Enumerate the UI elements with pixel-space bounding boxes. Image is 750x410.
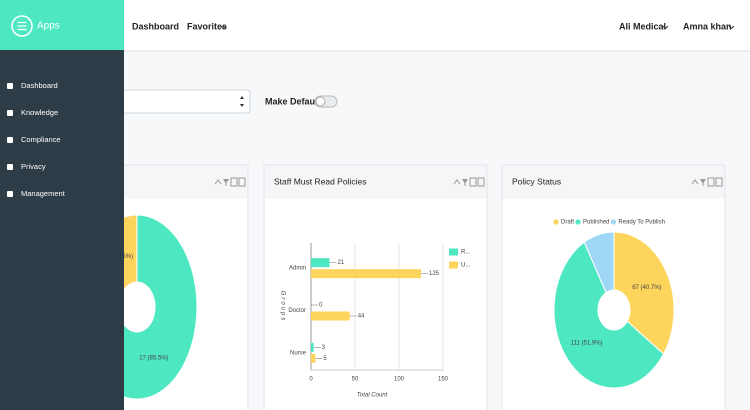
legend-label: R... — [461, 250, 471, 256]
legend-swatch — [553, 219, 559, 225]
legend-swatch — [449, 248, 458, 256]
chevron — [220, 25, 227, 30]
panel-header — [502, 165, 725, 199]
filter-icon[interactable] — [223, 179, 229, 186]
x-axis-title: Total Count — [357, 393, 388, 399]
menu-item[interactable]: Knowledge — [21, 108, 58, 117]
x-tick-label: 100 — [394, 377, 405, 383]
y-tick-label: Admin — [289, 266, 306, 272]
x-tick-label: 150 — [438, 377, 449, 383]
chevron — [662, 25, 669, 30]
menu-icon — [7, 191, 13, 197]
menu-item[interactable]: Compliance — [21, 135, 61, 144]
bar-label: 125 — [429, 271, 440, 277]
legend-swatch — [575, 219, 581, 225]
legend-swatch — [449, 261, 458, 269]
bar-label: 3 — [322, 345, 326, 351]
panel-title: Policy Status — [512, 176, 561, 186]
filter-icon[interactable] — [700, 179, 706, 186]
nav-link[interactable]: Dashboard — [132, 21, 179, 31]
export-icon[interactable] — [707, 177, 715, 187]
y-tick-label: Nurse — [290, 350, 307, 356]
collapse-icon[interactable] — [214, 179, 222, 185]
select-arrow — [240, 96, 244, 99]
pie-slice — [583, 231, 615, 294]
bar-label: 44 — [358, 314, 365, 320]
nav-link[interactable]: Favorites — [187, 21, 227, 31]
organization-menu[interactable]: Ali Medical — [619, 21, 666, 31]
menu-item[interactable]: Management — [21, 189, 66, 198]
slice-label: 67 (40.7%) — [632, 285, 661, 291]
bar — [311, 342, 314, 352]
legend-swatch — [610, 219, 616, 225]
bar-label: 5 — [323, 356, 327, 362]
menu-icon — [7, 137, 13, 143]
bar — [311, 269, 421, 279]
export-icon[interactable] — [715, 177, 723, 187]
pie-slice — [613, 231, 675, 355]
legend-label: Draft — [561, 220, 574, 226]
export-icon[interactable] — [238, 177, 246, 187]
pie-slice — [553, 241, 665, 389]
select-box[interactable] — [109, 89, 251, 114]
legend-label: Published — [583, 220, 609, 226]
select-arrow — [240, 104, 244, 107]
topbar-shadow — [0, 50, 750, 52]
app-name: Apps — [37, 21, 60, 32]
menu-icon — [7, 83, 13, 89]
user-menu[interactable]: Amna khan — [683, 21, 732, 31]
export-icon[interactable] — [230, 177, 238, 187]
chevron — [728, 25, 735, 30]
export-icon[interactable] — [469, 177, 477, 187]
menu-icon — [7, 110, 13, 116]
make-default-label: Make Default — [265, 96, 321, 106]
x-tick-label: 0 — [309, 377, 313, 383]
sidebar-header — [0, 0, 124, 50]
toggle-knob — [315, 96, 326, 107]
bar-label: 0 — [319, 303, 323, 309]
panel — [263, 164, 488, 410]
bar — [311, 311, 350, 321]
bar — [311, 353, 316, 363]
x-tick-label: 50 — [352, 377, 359, 383]
filter-icon[interactable] — [462, 179, 468, 186]
legend-label: Ready To Publish — [618, 220, 665, 226]
sidebar-menu: Dashboard Knowledge Compliance Privacy Manag… — [7, 81, 66, 198]
collapse-icon[interactable] — [453, 179, 461, 185]
y-axis-title: Groups — [279, 291, 285, 323]
topbar — [0, 0, 750, 50]
menu-icon-lines — [17, 21, 27, 31]
menu-item[interactable]: Dashboard — [21, 81, 58, 90]
menu-icon[interactable] — [11, 15, 33, 37]
collapse-icon[interactable] — [691, 179, 699, 185]
panel-header — [264, 165, 487, 199]
charts: ReadUnread17 (85.5%)3 (14.5%)Staff Must … — [59, 164, 726, 410]
panel-title: Staff Must Read Policies — [274, 176, 366, 186]
menu-item[interactable]: Privacy — [21, 162, 46, 171]
sidebar — [0, 50, 124, 410]
slice-label: 111 (51.9%) — [571, 340, 603, 346]
slice-label: 17 (85.5%) — [139, 355, 168, 361]
y-tick-label: Doctor — [288, 308, 306, 314]
legend-label: U... — [461, 263, 471, 269]
bar — [311, 258, 330, 268]
bar-label: 21 — [337, 260, 344, 266]
export-icon[interactable] — [477, 177, 485, 187]
menu-icon — [7, 164, 13, 170]
